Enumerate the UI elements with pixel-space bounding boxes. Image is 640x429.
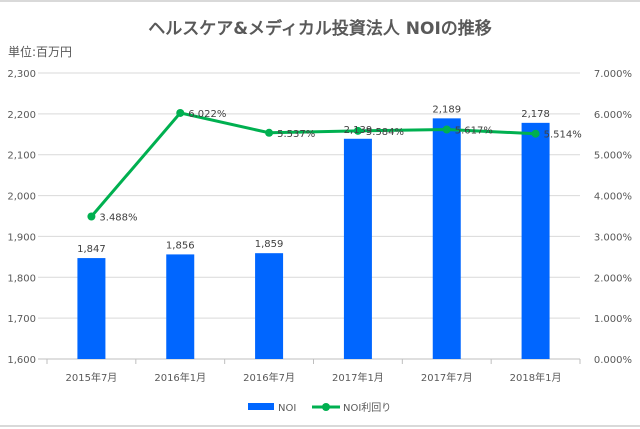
line-data-label: 5.537% — [277, 129, 315, 140]
y-right-tick-label: 1.000% — [594, 314, 632, 325]
legend-label-noi: NOI — [278, 403, 296, 414]
x-tick-label: 2016年7月 — [243, 371, 295, 384]
y-right-tick-label: 7.000% — [594, 69, 632, 80]
line-point — [353, 126, 362, 135]
x-tick-label: 2017年7月 — [421, 371, 473, 384]
chart-title: ヘルスケア&メディカル投資法人 NOIの推移 — [148, 18, 492, 39]
x-tick-label: 2017年1月 — [332, 371, 384, 384]
bar-data-label: 2,139 — [344, 125, 373, 136]
x-tick-label: 2016年1月 — [154, 371, 206, 384]
bar-data-label: 2,189 — [432, 104, 461, 115]
legend-label-yield: NOI利回り — [343, 402, 391, 414]
bar-noi — [77, 258, 106, 359]
bar-data-label: 1,856 — [166, 240, 195, 251]
line-point — [87, 212, 96, 221]
line-point — [176, 108, 185, 117]
bar-noi — [166, 254, 195, 359]
line-data-label: 5.584% — [366, 127, 404, 138]
y-right-tick-label: 0.000% — [594, 355, 632, 366]
y-right-tick-label: 3.000% — [594, 232, 632, 243]
unit-label: 単位:百万円 — [8, 44, 72, 59]
bar-data-label: 2,178 — [521, 109, 550, 120]
y-left-tick-label: 2,300 — [7, 69, 36, 80]
bar-noi — [343, 138, 372, 359]
bar-noi — [432, 118, 461, 359]
bar-noi — [255, 253, 284, 359]
x-tick-label: 2015年7月 — [66, 371, 118, 384]
bar-data-label: 1,859 — [255, 239, 284, 250]
line-point — [442, 125, 451, 134]
y-left-tick-label: 2,100 — [7, 151, 36, 162]
y-right-tick-label: 5.000% — [594, 151, 632, 162]
y-left-tick-label: 2,000 — [7, 192, 36, 203]
line-data-label: 6.022% — [188, 109, 226, 120]
legend-marker-yield — [322, 403, 330, 411]
line-noi-yield — [90, 111, 536, 218]
bar-data-label: 1,847 — [77, 244, 106, 255]
y-left-tick-label: 2,200 — [7, 110, 36, 121]
x-tick-label: 2018年1月 — [510, 371, 562, 384]
line-point — [531, 129, 540, 138]
bar-noi — [521, 122, 550, 360]
y-left-tick-label: 1,600 — [7, 355, 36, 366]
y-right-tick-label: 2.000% — [594, 273, 632, 284]
line-point — [265, 128, 274, 137]
y-right-tick-label: 6.000% — [594, 110, 632, 121]
legend-swatch-noi — [248, 403, 274, 410]
y-left-tick-label: 1,800 — [7, 273, 36, 284]
line-data-label: 5.514% — [544, 130, 582, 141]
line-data-label: 5.617% — [455, 126, 493, 137]
y-left-tick-label: 1,900 — [7, 232, 36, 243]
y-left-tick-label: 1,700 — [7, 314, 36, 325]
y-right-tick-label: 4.000% — [594, 192, 632, 203]
line-data-label: 3.488% — [99, 212, 137, 223]
